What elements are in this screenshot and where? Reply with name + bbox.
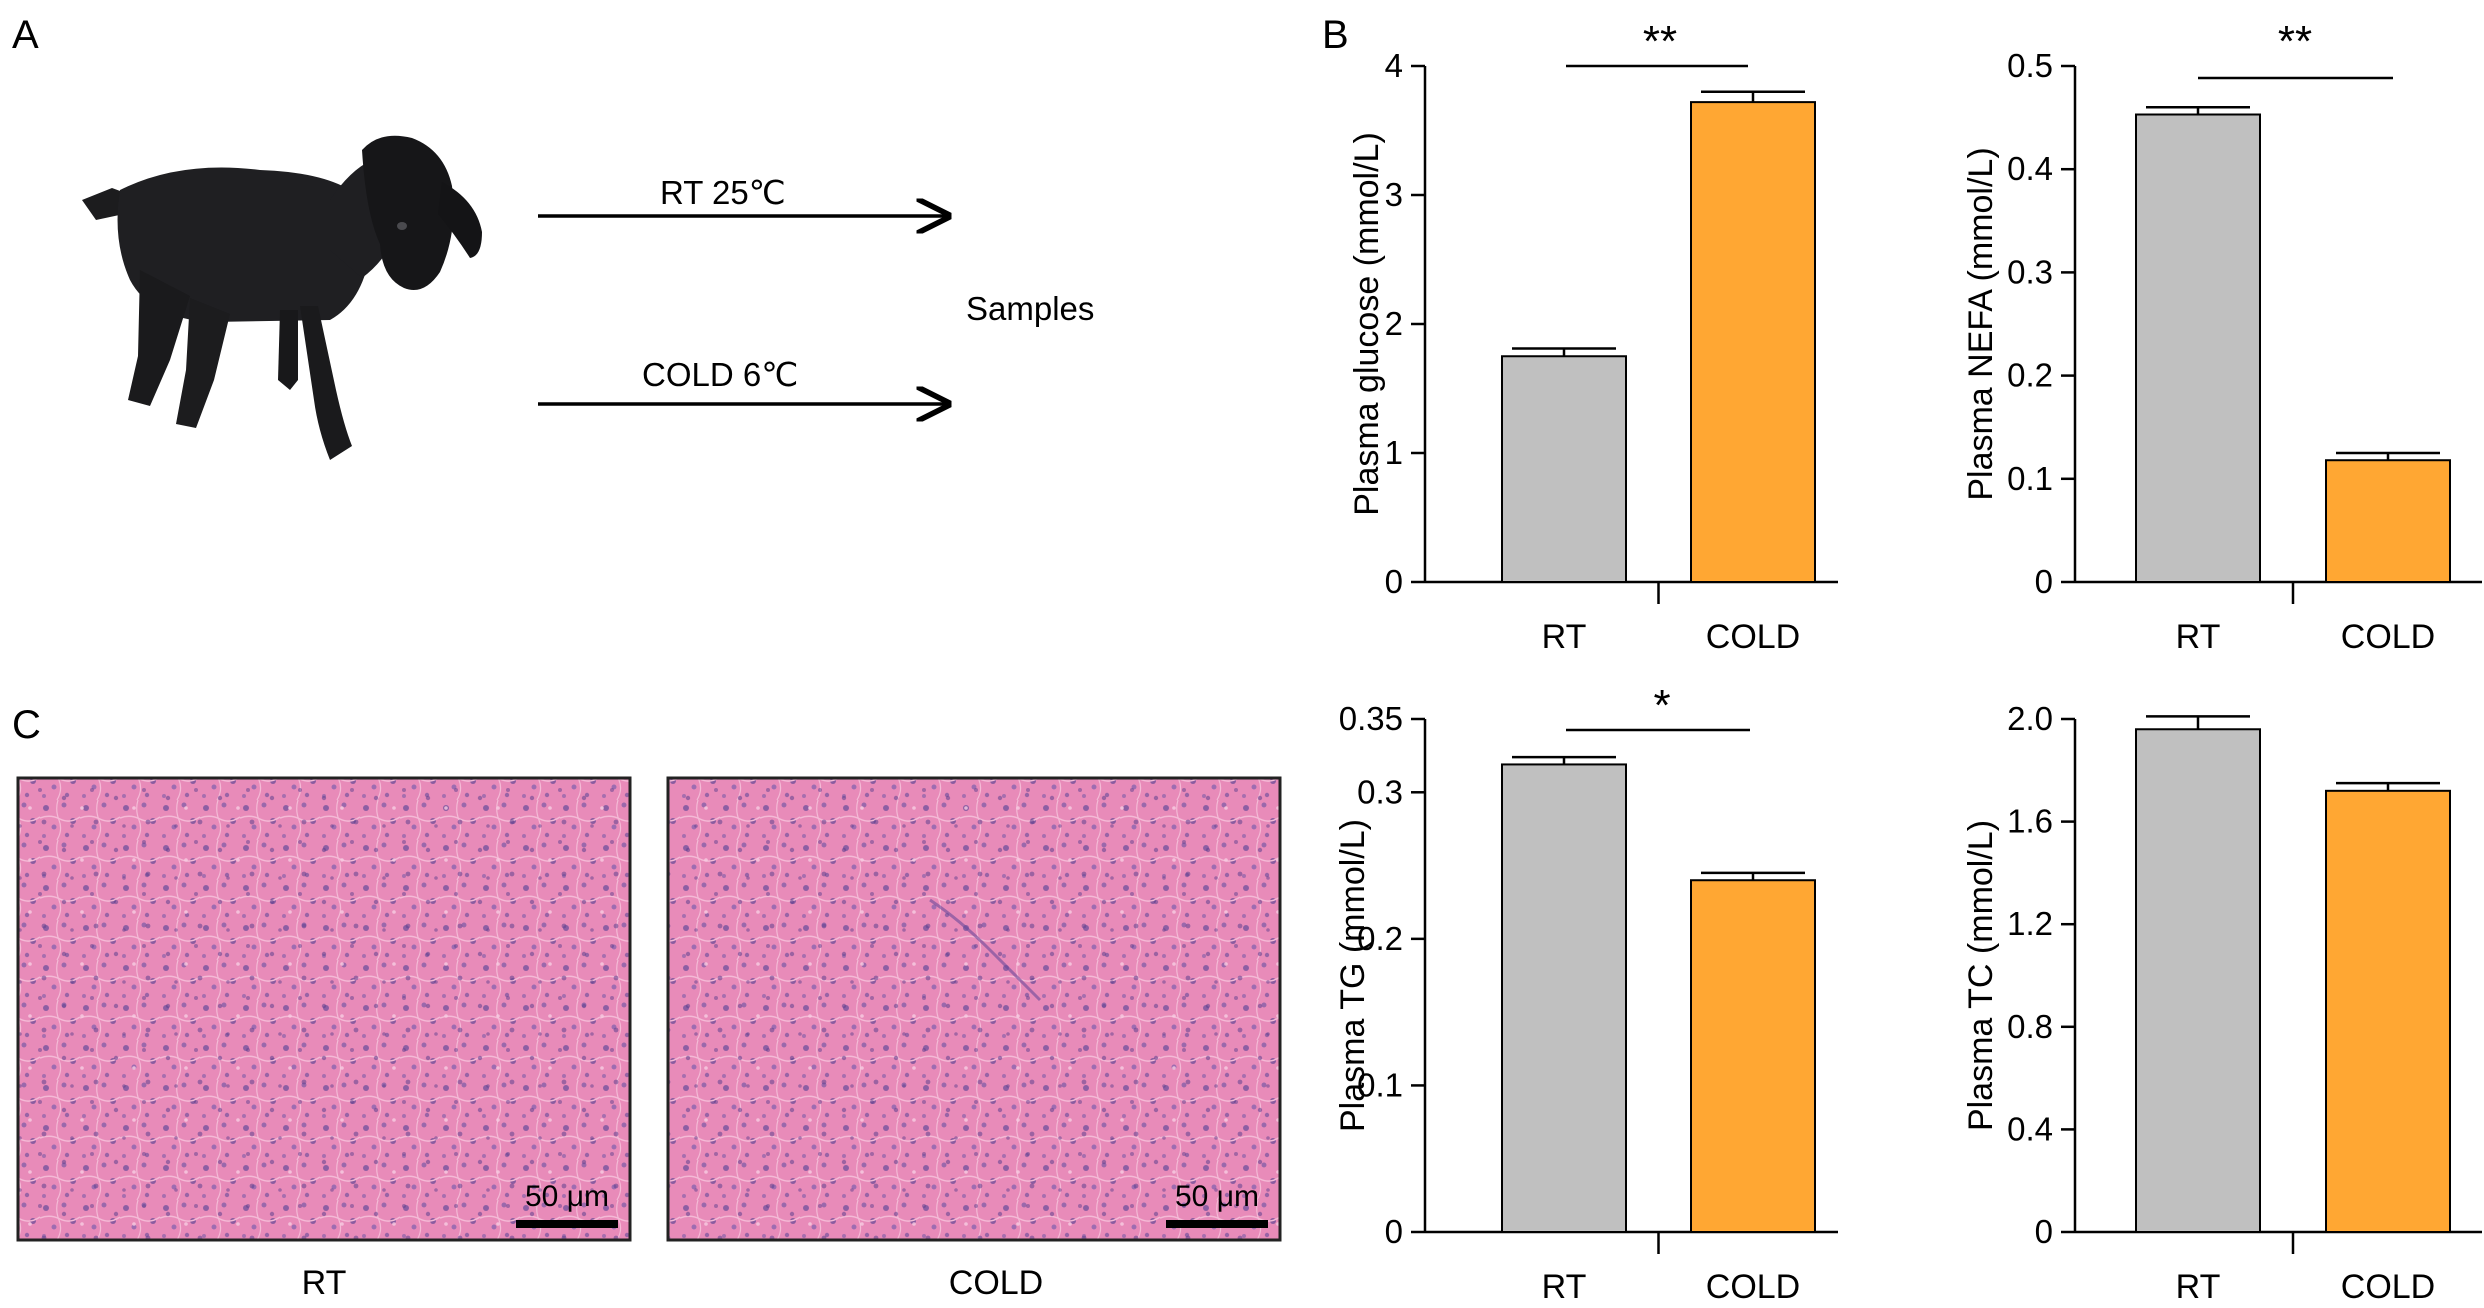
tc-y-tick-label: 0.4 [2007,1110,2053,1147]
glucose-bar-rt [1501,355,1627,583]
goat-illustration [82,135,482,460]
tc-y-tick-label: 0 [2035,1213,2053,1250]
tc-bar-cold [2325,789,2451,1233]
nefa-bar-cold [2325,459,2451,583]
glucose-category-label-cold: COLD [1706,618,1800,656]
glucose-chart: 0 1 2 3 4 Plasma glucose (mmol/L) RT COLD ** [1348,17,1838,656]
tg-y-tick-label: 0.2 [1357,920,1403,957]
tg-category-label-rt: RT [1542,1268,1587,1306]
histology-rt-label: RT [302,1264,347,1302]
tg-chart: 0 0.1 0.2 0.3 0.35 Plasma TG (mmol/L) RT COLD * [1334,681,1838,1306]
tc-y-tick-label: 0.8 [2007,1008,2053,1045]
histology-cold-border [666,776,1282,1242]
goat-body-shape [117,167,373,322]
nefa-y-axis-label: Plasma NEFA (mmol/L) [1962,147,2000,500]
nefa-chart: 0 0.1 0.2 0.3 0.4 0.5 Plasma NEFA (mmol/L) RT CO… [1962,17,2482,656]
rt-scale-bar-label: 50 μm [525,1180,609,1213]
tc-y-tick-label: 1.2 [2007,905,2053,942]
panel-b-letter: B [1322,13,1349,57]
histology-rt-border [16,776,632,1242]
tg-y-axis-label: Plasma TG (mmol/L) [1334,819,1372,1132]
nefa-y-tick-label: 0.4 [2007,150,2053,187]
tc-category-label-cold: COLD [2341,1268,2435,1306]
nefa-y-tick-label: 0 [2035,563,2053,600]
histology-rt-nuclei [18,778,630,1240]
glucose-category-label-rt: RT [1542,618,1587,656]
glucose-y-tick-label: 2 [1385,305,1403,342]
tg-category-label-cold: COLD [1706,1268,1800,1306]
tg-significance-marker: * [1653,681,1670,730]
glucose-bar-cold [1690,101,1816,584]
nefa-category-label-rt: RT [2176,618,2221,656]
glucose-y-axis-label: Plasma glucose (mmol/L) [1348,132,1386,516]
panel-a-letter: A [12,13,39,57]
bar-charts-group: 0 1 2 3 4 Plasma glucose (mmol/L) RT COLD ** 0 0.1… [1334,17,2482,1306]
tc-chart: 0 0.4 0.8 1.2 1.6 2.0 Plasma TC (mmol/L) RT COLD [1962,700,2482,1306]
cold-vessel-shape [929,898,1042,1002]
glucose-y-tick-label: 3 [1385,176,1403,213]
histology-cold-nuclei [668,778,1280,1240]
cold-scale-bar-label: 50 μm [1175,1180,1259,1213]
tg-y-tick-label: 0.3 [1357,773,1403,810]
nefa-y-tick-label: 0.1 [2007,460,2053,497]
tc-y-tick-label: 1.6 [2007,803,2053,840]
nefa-category-label-cold: COLD [2341,618,2435,656]
glucose-significance-marker: ** [1643,17,1677,66]
glucose-y-tick-label: 0 [1385,563,1403,600]
glucose-y-tick-label: 4 [1385,47,1403,84]
histology-rt-image: 50 μm [16,776,632,1242]
cold-scale-bar [1166,1220,1268,1228]
samples-label: Samples [966,290,1094,327]
glucose-y-tick-label: 1 [1385,434,1403,471]
nefa-significance-marker: ** [2278,17,2312,66]
tc-bar-rt [2135,728,2261,1233]
goat-head-shape [362,135,454,290]
histology-cold-image: 50 μm [666,776,1282,1242]
panel-c-letter: C [12,703,41,747]
goat-eye-shape [397,222,407,230]
goat-hind-leg-2 [176,298,230,428]
cold-condition-label: COLD 6℃ [642,356,798,393]
nefa-bar-rt [2135,113,2261,583]
goat-hind-leg-1 [128,270,190,406]
nefa-y-tick-label: 0.2 [2007,357,2053,394]
tg-bar-rt [1501,763,1627,1233]
tg-y-tick-label: 0.1 [1357,1066,1403,1103]
tc-category-label-rt: RT [2176,1268,2221,1306]
goat-front-leg-2 [278,310,298,390]
tg-y-tick-label: 0.35 [1339,700,1403,737]
tg-y-tick-label: 0 [1385,1213,1403,1250]
rt-scale-bar [516,1220,618,1228]
rt-condition-label: RT 25℃ [660,174,786,211]
goat-front-leg-1 [300,306,352,460]
tg-bar-cold [1690,879,1816,1233]
tc-y-axis-label: Plasma TC (mmol/L) [1962,820,2000,1131]
histology-cold-label: COLD [949,1264,1043,1302]
tc-y-tick-label: 2.0 [2007,700,2053,737]
nefa-y-tick-label: 0.3 [2007,253,2053,290]
goat-ear-shape [438,182,482,258]
nefa-y-tick-label: 0.5 [2007,47,2053,84]
